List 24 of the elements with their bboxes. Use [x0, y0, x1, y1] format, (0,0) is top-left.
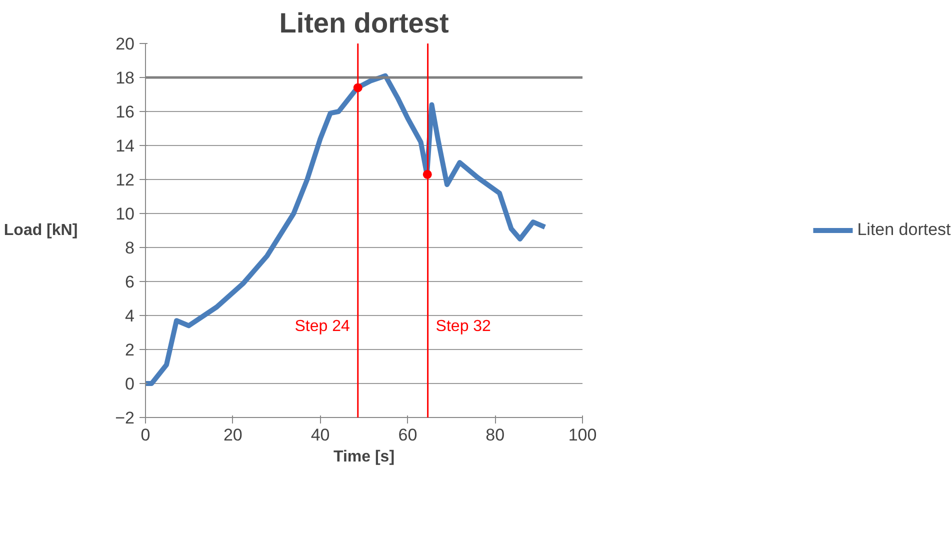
y-tick-label: 18: [116, 68, 135, 88]
y-tick-label: 14: [116, 136, 135, 156]
y-tick-label: 6: [125, 272, 135, 292]
x-tick-label: 40: [310, 426, 330, 444]
x-tick-label: 80: [486, 426, 505, 444]
y-tick-label: 10: [116, 204, 135, 224]
x-tick-label: 60: [398, 426, 418, 444]
x-tick-label: 100: [568, 426, 597, 444]
y-tick-label: 8: [125, 238, 135, 258]
y-tick-label: 2: [125, 340, 135, 360]
y-tick-label: 20: [116, 34, 135, 54]
y-axis-title: Load [kN]: [4, 222, 78, 239]
ref-line-label: Step 24: [294, 318, 350, 336]
chart-title: Liten dortest: [279, 8, 449, 38]
y-tick-label: 0: [125, 374, 135, 394]
x-tick-label: 20: [223, 426, 242, 444]
y-tick-label: −2: [115, 408, 135, 428]
x-axis-title: Time [s]: [333, 448, 395, 466]
x-tick-label: 0: [140, 426, 150, 444]
ref-line-label: Step 32: [436, 318, 492, 336]
y-tick-label: 4: [125, 306, 135, 326]
legend-label: Liten dortest: [857, 220, 951, 240]
y-tick-label: 12: [116, 170, 135, 190]
y-tick-label: 16: [116, 102, 135, 122]
